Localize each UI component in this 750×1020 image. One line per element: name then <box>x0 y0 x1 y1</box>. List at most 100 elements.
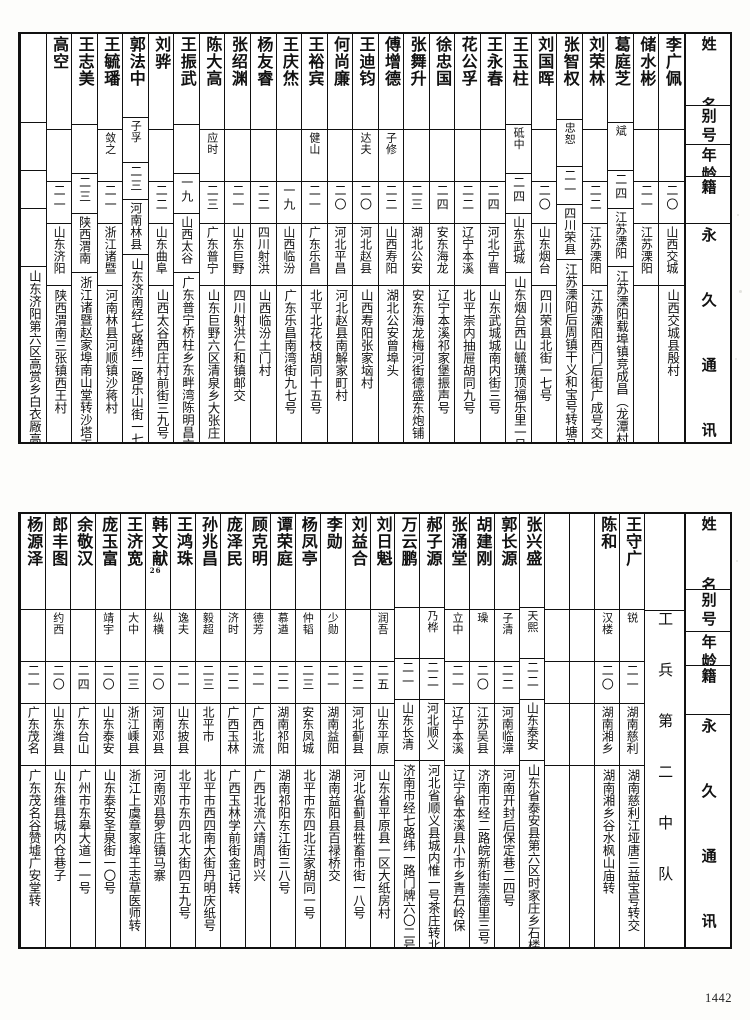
cell-address: 江苏溧阳后周镇干义和宝号转塘马村 <box>562 263 578 443</box>
roster-entry-column: 王鸿珠 逸夫 二一 山东披县 北平市东四北大街四五九号 <box>169 514 195 947</box>
cell-age: 二一 <box>633 182 659 224</box>
cell-native <box>545 704 570 766</box>
cell-address: 四川荣县北街一七号 <box>537 289 553 402</box>
cell-alias: 德芳 <box>245 610 270 662</box>
cell-address: 山东巨野六区清泉乡大张庄 <box>205 289 221 439</box>
cell-name: 花公孚 <box>455 34 480 130</box>
cell-address: 浙江诸暨赵家埠南山堂转沙塔王 <box>77 276 93 442</box>
cell-alias <box>250 130 276 182</box>
cell-address: 湖南祁阳东江街三八号 <box>276 769 292 894</box>
cell-native: 江苏溧阳 <box>633 224 659 286</box>
roster-entry-column: 葛庭芝斌二四 江苏溧阳 江苏溧阳载埠镇竞成昌（龙潭村） <box>607 34 633 442</box>
cell-address: 湖北公安曾埠头 <box>384 289 400 377</box>
cell-name <box>21 34 46 123</box>
cell-age: 二〇 <box>659 182 684 224</box>
cell-address: 江苏溧阳载埠镇竞成昌（龙潭村） <box>614 269 630 443</box>
cell-native: 山东泰安 <box>520 700 545 761</box>
cell-alias <box>395 608 420 659</box>
cell-age: 一九 <box>174 174 199 215</box>
cell-age: 二〇 <box>96 662 120 704</box>
cell-native: 广西北流 <box>245 704 270 766</box>
cell-address: 四川射洪仁和镇邮交 <box>231 289 247 402</box>
cell-address: 广东乐昌南湾街九七号 <box>282 289 298 414</box>
cell-name: 孙兆昌 <box>195 514 220 610</box>
cell-name: 王迪钧 <box>353 34 378 130</box>
cell-name: 刘荣林 <box>582 34 608 130</box>
unit-label: 工 兵 第 二 中 队 <box>645 610 684 947</box>
cell-name: 高空 <box>46 34 72 130</box>
roster-entry-column: 储水彬 二一 江苏溧阳 <box>632 34 659 442</box>
cell-native: 河北宁晋 <box>480 224 506 286</box>
cell-alias <box>148 130 174 182</box>
cell-native: 广东普宁 <box>199 224 225 286</box>
cell-address: 湖南益阳县百禄桥交 <box>325 769 341 882</box>
cell-name: 杨源泽 <box>21 514 46 610</box>
cell-address: 湖南湘乡谷水枫山庙转 <box>600 769 616 894</box>
roster-entry-column: 张涌堂 立中 二一 辽宁本溪 辽宁省本溪县小市乡青石岭保 <box>444 514 470 947</box>
roster-entry-column: 郝子源 乃桦 二二 河北顺义 河北省顺义县城内惟一号茶庄转北 <box>419 514 445 947</box>
cell-address: 河北赵县南解家町村 <box>333 289 349 402</box>
cell-age: 二五 <box>370 662 395 704</box>
cell-alias: 砥中 <box>506 125 531 175</box>
cell-alias <box>404 130 429 182</box>
cell-address: 济南市经二路皖新街崇德里三号 <box>475 769 491 944</box>
roster-entry-column: 山东济阳第六区高赏乡白衣厰高家 <box>20 34 46 442</box>
cell-address: 山东省平原县一区大纸房村 <box>375 769 391 919</box>
row-label-address: 永 久 通 讯 处 <box>699 226 718 443</box>
cell-address: 广东茂名谷赞墟广安堂转 <box>26 769 42 907</box>
row-label-age: 年龄 <box>686 632 730 666</box>
cell-name: 李勋 <box>320 514 345 610</box>
cell-age: 二四 <box>480 182 506 224</box>
cell-alias <box>72 125 97 175</box>
cell-address: 河南林县河顺镇沙蒋村 <box>103 289 119 414</box>
roster-table-bottom: 姓 名别号 年龄籍 贯永 久 通 讯 处工 兵 第 二 中 队王守广锐二一 湖南慈利… <box>18 512 732 949</box>
cell-native: 浙江嵊县 <box>120 704 145 766</box>
page-number: 1442 <box>705 991 732 1005</box>
row-label-native: 籍 贯 <box>686 666 730 716</box>
roster-entry-column: 王裕宾 健山 二一 广东乐昌 北平北花枝胡同十五号 <box>301 34 327 442</box>
cell-age <box>545 662 570 704</box>
roster-entry-column: 王振武 一九 山西太谷 广东普宁桥柱乡东畔湾陈明昌交 <box>173 34 199 442</box>
cell-age: 二〇 <box>531 182 557 224</box>
roster-entry-column: 胡建刚璪二〇 江苏吴县 济南市经二路皖新街崇德里三号 <box>469 514 495 947</box>
cell-address: 山东省泰安县第六区时家庄乡石楼 <box>525 763 541 947</box>
cell-address: 北平崇内抽屉胡同九号 <box>460 289 476 414</box>
cell-native: 山东济阳 <box>46 224 72 286</box>
cell-name: 郭长源 <box>495 514 520 610</box>
cell-age: 二一 <box>445 662 470 704</box>
cell-native: 广东台山 <box>71 704 96 766</box>
cell-age: 二〇 <box>327 182 353 224</box>
roster-entry-column: 刘骅 二二 山东曲阜 山西太谷西庄村前街三九号 <box>147 34 174 442</box>
row-label-column: 姓 名别号 年龄籍 贯永 久 通 讯 处 <box>684 34 730 442</box>
cell-native: 河北蓟县 <box>345 704 370 766</box>
row-label-alias: 别号 <box>686 106 730 146</box>
roster-entry-column: 孙兆昌 毅超 二三 北平市 北平市西四南大街丹明庆纸号 <box>194 514 220 947</box>
cell-address: 山东维县城内仓巷子 <box>51 769 67 882</box>
cell-address: 北平北花枝胡同十五号 <box>307 289 323 414</box>
cell-native: 湖南祁阳 <box>270 704 295 766</box>
roster-entry-column: 郎丰图 约西 二〇 山东潍县 山东维县城内仓巷子 <box>45 514 71 947</box>
row-label-name: 姓 名 <box>686 34 730 106</box>
cell-address: 山西交城县殷村 <box>665 289 681 377</box>
cell-address: 北平市东四北汪家胡同一号 <box>301 769 316 919</box>
cell-native: 安东凤城 <box>295 704 320 766</box>
cell-native: 河南临漳 <box>495 704 520 766</box>
cell-age: 二一 <box>46 182 72 224</box>
roster-entry-column: 王济宽 大中 二三 浙江嵊县 浙江上虞章家埠王志草医师转 <box>119 514 145 947</box>
cell-alias: 斌 <box>608 123 633 171</box>
cell-age: 二三 <box>120 662 145 704</box>
cell-alias: 仲韬 <box>295 610 320 662</box>
cell-alias: 子孚 <box>123 118 148 164</box>
cell-address: 广西玉林学前街金记转 <box>226 769 242 894</box>
cell-native: 湖南益阳 <box>320 704 345 766</box>
roster-top-columns: 姓 名别号 年龄籍 贯永 久 通 讯 处李广佩 二〇 山西交城 山西交城县殷村 储水彬 二一… <box>20 34 730 442</box>
cell-native <box>21 209 46 267</box>
cell-name: 谭荣庭 <box>270 514 295 610</box>
cell-name: 王庆烋 <box>276 34 302 130</box>
cell-alias: 子清 <box>495 610 520 662</box>
roster-entry-column: 王毓璠 敛之 二一 浙江诸暨 河南林县河顺镇沙蒋村 <box>96 34 123 442</box>
cell-alias: 敛之 <box>97 130 123 182</box>
cell-name: 张涌堂 <box>445 514 470 610</box>
cell-alias: 锐 <box>620 610 644 662</box>
cell-alias: 汉楼 <box>595 610 620 662</box>
